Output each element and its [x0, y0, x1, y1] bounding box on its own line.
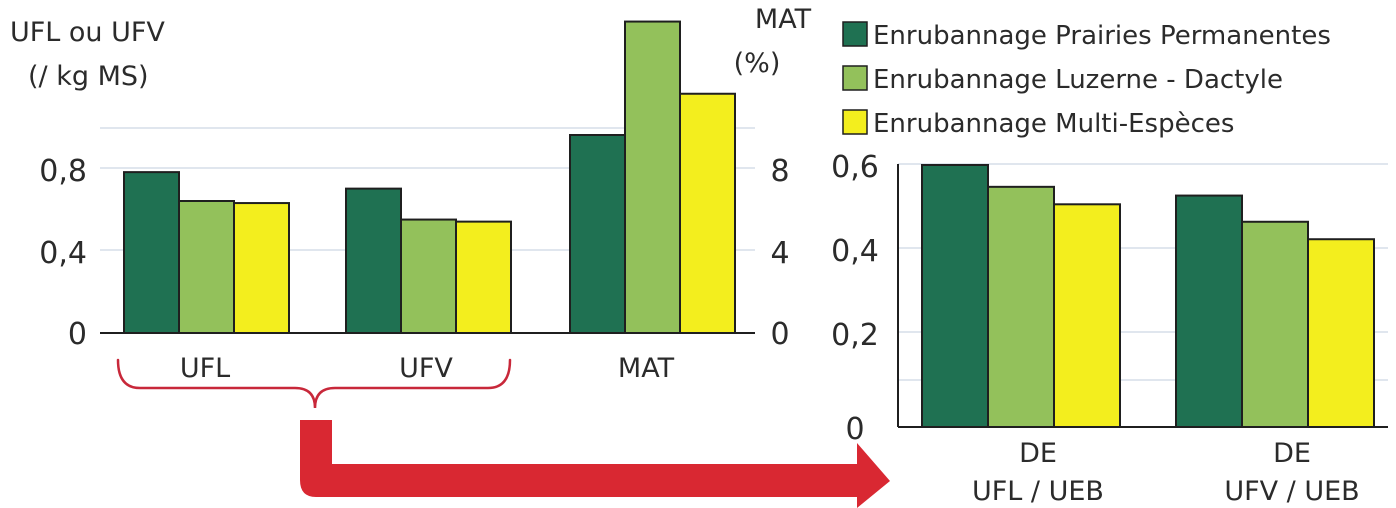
- legend-swatch-prairies: [842, 21, 868, 47]
- legend-label-prairies: Enrubannage Prairies Permanentes: [873, 21, 1331, 51]
- bar-right-de-multi: [1307, 238, 1375, 428]
- right-category-label-line2: UFV / UEB: [1224, 476, 1359, 507]
- right-category-label-line2: UFL / UEB: [972, 476, 1104, 507]
- right-ytick-label: 0: [845, 412, 864, 447]
- bar-left-ufl-ufv-prairies: [345, 187, 402, 334]
- bar-left-mat-luzerne: [624, 20, 681, 334]
- mat-ytick-label: 4: [770, 236, 789, 271]
- connector-arrow: [300, 420, 890, 508]
- bar-left-ufl-ufv-luzerne: [178, 200, 235, 334]
- mat-ylabel-line2: (%): [734, 48, 781, 79]
- bracket-brace: [116, 358, 512, 409]
- right-ytick-label: 0,6: [831, 150, 879, 185]
- bar-right-de-luzerne: [1241, 220, 1309, 428]
- legend-label-multi: Enrubannage Multi-Espèces: [873, 109, 1234, 139]
- legend-swatch-multi: [842, 109, 868, 135]
- bar-left-mat-multi: [679, 92, 736, 334]
- bar-right-de-prairies: [921, 164, 989, 428]
- mat-ylabel-line1: MAT: [755, 4, 812, 35]
- left-ytick-label: 0,4: [39, 236, 87, 271]
- left-ytick-label: 0,8: [39, 154, 87, 189]
- left-ylabel-line1: UFL ou UFV: [10, 17, 165, 48]
- bar-left-ufl-ufv-luzerne: [400, 218, 457, 334]
- right-ytick-label: 0,4: [831, 234, 879, 269]
- left-category-label-ufl: UFL: [180, 353, 230, 384]
- mat-ytick-label: 8: [770, 154, 789, 189]
- bar-right-de-luzerne: [987, 185, 1055, 428]
- bar-right-de-prairies: [1175, 194, 1243, 428]
- left-category-label-ufv: UFV: [399, 353, 453, 384]
- left-ytick-label: 0: [68, 317, 87, 352]
- bar-right-de-multi: [1053, 203, 1121, 428]
- legend-swatch-luzerne: [842, 65, 868, 91]
- left-category-label-mat: MAT: [618, 353, 675, 384]
- bar-left-mat-prairies: [569, 134, 626, 334]
- left-ylabel-line2: (/ kg MS): [28, 61, 149, 92]
- right-category-label-line1: DE: [1273, 438, 1311, 469]
- bars-group: [123, 20, 1375, 428]
- mat-ytick-label: 0: [770, 317, 789, 352]
- bar-left-ufl-ufv-multi: [233, 202, 290, 334]
- right-category-label-line1: DE: [1019, 438, 1057, 469]
- legend-label-luzerne: Enrubannage Luzerne - Dactyle: [873, 65, 1283, 95]
- bar-left-ufl-ufv-prairies: [123, 171, 180, 334]
- right-ytick-label: 0,2: [831, 318, 879, 353]
- bar-left-ufl-ufv-multi: [455, 220, 512, 334]
